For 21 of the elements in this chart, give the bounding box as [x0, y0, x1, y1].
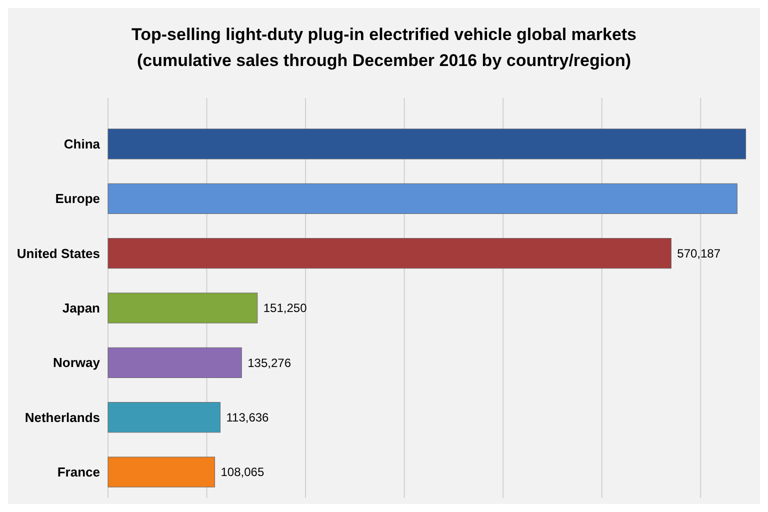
- y-tick-label: Norway: [53, 355, 101, 370]
- y-tick-label: France: [57, 464, 100, 480]
- data-label: 151,250: [263, 301, 308, 316]
- bar: [108, 128, 746, 160]
- data-label: 108,065: [220, 465, 264, 480]
- bar: [108, 238, 672, 269]
- bar: [108, 456, 215, 488]
- bar: [108, 347, 242, 378]
- y-tick-label: China: [64, 136, 101, 152]
- data-label: 135,276: [248, 356, 292, 370]
- bar: [108, 292, 258, 324]
- bar: [108, 402, 220, 433]
- chart-title: Top-selling light-duty plug-in electrified vehicle global markets: [131, 25, 637, 44]
- y-tick-label: Netherlands: [24, 410, 100, 425]
- y-tick-label: Europe: [55, 191, 100, 206]
- chart-subtitle: (cumulative sales through December 2016 by country/region): [136, 51, 632, 70]
- bar: [108, 183, 738, 214]
- data-label: 570,187: [677, 246, 721, 261]
- y-tick-label: United States: [16, 246, 100, 261]
- y-tick-label: Japan: [62, 300, 100, 316]
- data-label: 113,636: [226, 410, 270, 425]
